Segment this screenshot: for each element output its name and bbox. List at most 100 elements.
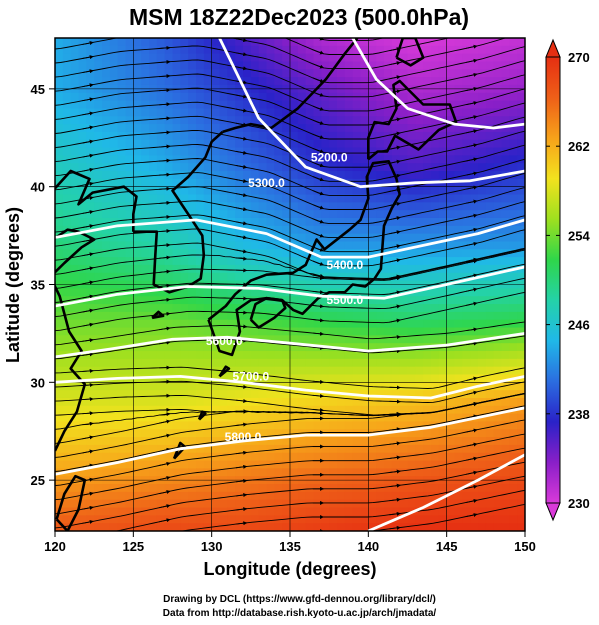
field-cell (384, 288, 393, 297)
field-cell (431, 335, 440, 344)
field-cell (454, 178, 463, 188)
field-cell (133, 405, 142, 415)
field-cell (78, 264, 87, 274)
field-cell (415, 319, 424, 329)
field-cell (517, 484, 525, 493)
field-cell (219, 288, 228, 297)
field-cell (211, 108, 221, 117)
field-cell (368, 264, 377, 274)
field-cell (313, 69, 322, 78)
field-cell (188, 413, 197, 423)
field-cell (485, 155, 495, 164)
field-cell (485, 327, 495, 336)
field-cell (219, 405, 228, 415)
field-cell (141, 264, 150, 274)
field-cell (250, 343, 260, 352)
field-cell (352, 437, 362, 446)
field-cell (399, 163, 409, 172)
field-cell (485, 351, 495, 360)
field-cell (172, 397, 181, 407)
field-cell (290, 351, 299, 360)
field-cell (368, 397, 377, 407)
field-cell (258, 374, 268, 383)
field-cell (250, 468, 260, 477)
field-cell (78, 429, 87, 438)
field-cell (102, 69, 111, 78)
field-cell (517, 257, 525, 266)
field-cell (94, 366, 103, 376)
field-cell (117, 147, 127, 156)
field-cell (305, 69, 315, 78)
field-cell (446, 147, 456, 156)
field-cell (188, 343, 197, 352)
field-cell (313, 515, 322, 524)
wind-arrow (389, 412, 401, 417)
field-cell (117, 421, 127, 430)
field-cell (446, 178, 456, 188)
field-cell (391, 202, 401, 211)
field-cell (485, 116, 495, 125)
field-cell (227, 288, 236, 297)
field-cell (78, 468, 87, 477)
field-cell (266, 397, 275, 407)
field-cell (384, 77, 393, 86)
field-cell (274, 397, 283, 407)
field-cell (384, 507, 393, 516)
field-cell (376, 413, 385, 423)
field-cell (344, 335, 354, 344)
field-cell (517, 366, 525, 376)
field-cell (188, 366, 197, 376)
field-cell (282, 69, 291, 78)
field-cell (360, 225, 369, 235)
wind-arrow (466, 185, 478, 190)
field-cell (188, 358, 197, 368)
wind-arrow (466, 301, 478, 306)
field-cell (70, 92, 80, 102)
field-cell (462, 264, 471, 274)
field-cell (517, 335, 525, 344)
field-cell (290, 366, 299, 376)
coastline-hokkaido (367, 79, 458, 161)
field-cell (470, 61, 479, 70)
field-cell (423, 194, 432, 203)
field-cell (297, 38, 307, 47)
field-cell (149, 38, 158, 47)
field-cell (493, 225, 503, 235)
field-cell (360, 491, 369, 501)
field-cell (141, 499, 150, 509)
field-cell (117, 460, 127, 469)
field-cell (164, 304, 174, 313)
field-cell (62, 178, 72, 188)
field-cell (133, 272, 142, 282)
wind-arrow (466, 428, 478, 433)
field-cell (149, 374, 158, 383)
field-cell (493, 382, 503, 391)
field-cell (423, 92, 432, 102)
field-cell (125, 405, 134, 415)
field-cell (196, 523, 205, 531)
field-cell (407, 194, 416, 203)
field-cell (368, 491, 377, 501)
field-cell (250, 241, 260, 250)
field-cell (344, 397, 354, 407)
field-cell (290, 155, 299, 164)
field-cell (211, 311, 221, 321)
field-cell (78, 147, 87, 156)
field-cell (329, 468, 338, 477)
field-cell (493, 241, 503, 250)
field-cell (86, 413, 95, 423)
field-cell (321, 523, 330, 531)
field-cell (478, 288, 487, 297)
field-cell (196, 476, 205, 485)
field-cell (70, 405, 80, 415)
wind-arrow (159, 186, 171, 191)
field-cell (211, 523, 221, 531)
field-cell (376, 272, 385, 282)
field-cell (219, 311, 228, 321)
field-cell (266, 131, 275, 141)
field-cell (227, 155, 236, 164)
field-cell (368, 460, 377, 469)
field-cell (156, 515, 166, 524)
field-cell (188, 45, 197, 55)
field-cell (376, 225, 385, 235)
